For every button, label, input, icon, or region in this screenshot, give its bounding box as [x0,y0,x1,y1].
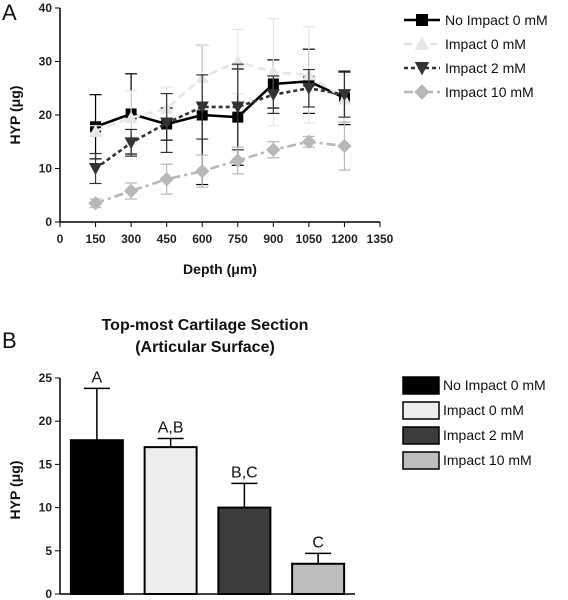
y-tick-label-a: 20 [39,108,53,122]
data-point [159,172,174,187]
x-tick-label-a: 450 [157,232,177,246]
legend-label: No Impact 0 mM [443,377,546,393]
significance-label: B,C [231,464,258,481]
y-tick-label-b: 25 [39,371,53,385]
data-point [266,65,280,78]
legend-label: Impact 10 mM [445,84,534,100]
data-point [266,142,281,157]
x-tick-label-a: 150 [86,232,106,246]
legend-marker [414,84,430,100]
bar [291,562,346,596]
bar [217,506,272,596]
depth-profile-chart: A 0 10 20 30 40 0 150 300 450 600 750 900 1050 1200 13… [2,0,548,277]
x-axis-label-a: Depth (μm) [183,261,257,277]
y-tick-label-b: 10 [39,501,53,515]
legend-swatch [402,426,440,445]
y-tick-label-a: 0 [45,215,52,229]
x-tick-label-a: 1350 [367,232,394,246]
legend-label: Impact 2 mM [443,427,524,443]
x-tick-label-a: 750 [228,232,248,246]
y-tick-label-a: 30 [39,55,53,69]
y-tick-label-b: 0 [45,587,52,600]
bar [143,446,198,595]
series-1 [89,44,351,186]
x-tick-label-a: 900 [263,232,283,246]
data-point [124,137,138,150]
x-tick-label-a: 300 [121,232,141,246]
legend-label: Impact 0 mM [443,402,524,418]
legend-marker [414,36,430,50]
panel-label-b: B [2,328,17,353]
legend-marker [416,14,428,26]
data-point [88,163,103,176]
data-point [195,101,209,114]
legend-label: Impact 0 mM [445,36,526,52]
x-tick-label-a: 1200 [331,232,358,246]
y-tick-label-a: 40 [39,1,53,15]
chart-title-b: Top-most Cartilage Section [102,317,309,334]
significance-label: A [92,369,103,386]
series-4 [88,121,352,211]
series-line [94,86,345,170]
y-axis-label-b: HYP (μg) [7,461,23,520]
data-point [302,82,316,95]
legend-swatch [402,451,440,470]
data-point [301,134,317,149]
x-tick-label-a: 0 [57,232,64,246]
series-line [95,140,345,205]
data-point [195,164,210,179]
legend-swatch [402,401,440,420]
x-tick-label-a: 600 [192,232,212,246]
data-point [231,101,245,114]
y-tick-label-b: 5 [45,544,52,558]
y-tick-label-a: 10 [39,162,53,176]
data-point [266,89,280,102]
significance-label: C [312,534,324,551]
bar [69,439,124,595]
data-point [337,138,352,154]
top-section-bar-chart: B Top-most Cartilage Section (Articular … [2,317,546,600]
legend-swatch [402,376,440,395]
y-tick-label-b: 20 [39,414,53,428]
legend-b: No Impact 0 mM Impact 0 mM Impact 2 mM Impa… [402,376,546,470]
series-3 [88,63,352,185]
data-point [88,196,103,211]
legend-a: No Impact 0 mM Impact 0 mM Impact 2 mM Impa… [404,12,548,100]
y-tick-label-b: 15 [39,457,53,471]
panel-label-a: A [2,0,17,25]
data-point [230,153,245,168]
legend-label: Impact 2 mM [445,60,526,76]
data-point [160,117,174,130]
axes-a: 0 10 20 30 40 0 150 300 450 600 750 900 1050 1200 1350 [39,1,394,246]
y-axis-label-a: HYP (μg) [7,86,23,145]
series-line [95,60,346,133]
bars-b: A A,B B,C C [69,369,346,596]
x-tick-label-a: 1050 [296,232,323,246]
chart-subtitle-b: (Articular Surface) [135,339,275,356]
data-point [337,89,352,102]
legend-marker [414,62,430,76]
data-point [88,124,103,137]
legend-label: Impact 10 mM [443,452,532,468]
data-point [124,111,138,124]
data-point [123,183,139,199]
significance-label: A,B [158,419,184,436]
legend-label: No Impact 0 mM [445,12,548,28]
series-group-a [88,18,352,211]
